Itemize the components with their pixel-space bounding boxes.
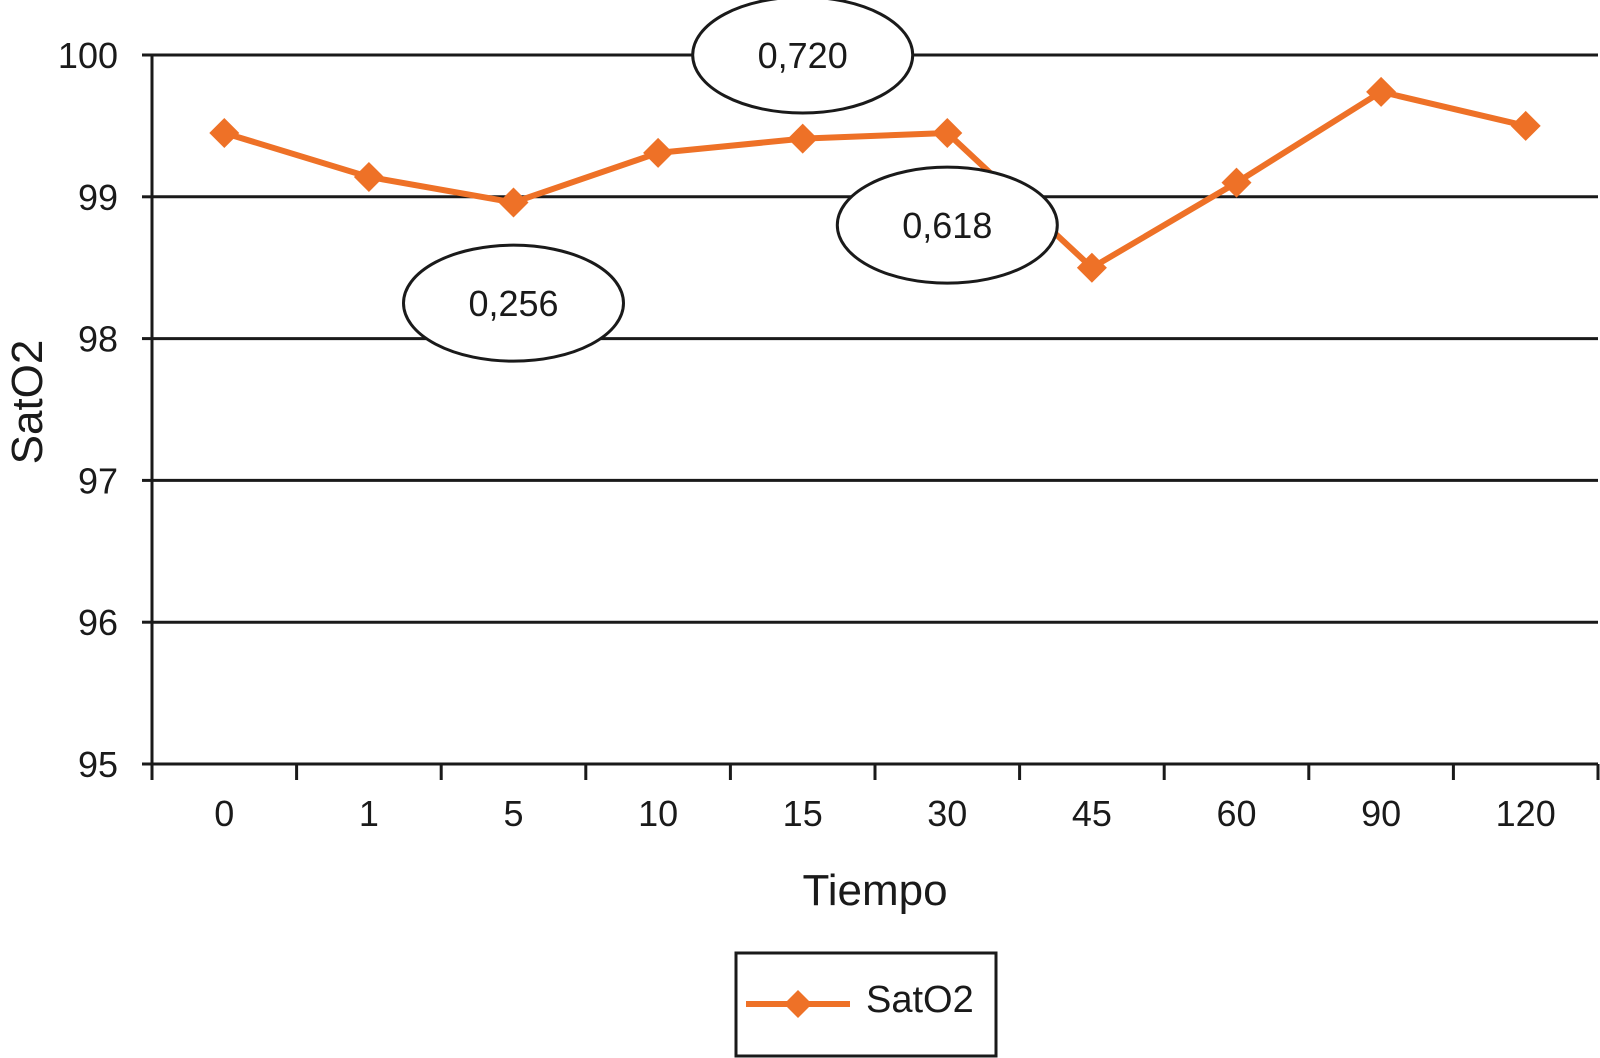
series-satO2	[209, 76, 1541, 283]
x-tick-label: 5	[503, 793, 523, 834]
y-tick-label: 100	[58, 35, 118, 76]
x-tick-label: 0	[214, 793, 234, 834]
data-point	[643, 137, 674, 168]
x-tick-label: 60	[1216, 793, 1256, 834]
data-point	[1221, 167, 1252, 198]
data-point	[498, 187, 529, 218]
axes	[142, 53, 1600, 780]
x-axis-label: Tiempo	[802, 866, 947, 915]
x-tick-label: 1	[359, 793, 379, 834]
y-tick-label: 95	[78, 744, 118, 785]
data-point	[787, 123, 818, 154]
y-tick-label: 97	[78, 460, 118, 501]
legend: SatO2	[734, 951, 998, 1058]
y-tick-label: 99	[78, 177, 118, 218]
data-point	[1510, 110, 1541, 141]
annotation-label: 0,256	[468, 283, 558, 324]
x-tick-labels: 0 1 5 10 15 30 45 60 90 120	[214, 793, 1555, 834]
annotation-ellipse	[691, 0, 915, 115]
data-point	[932, 117, 963, 148]
annotations: 0,720 0,618 0,256	[402, 0, 1059, 363]
annotation-ellipse	[835, 165, 1059, 285]
annotation-callout: 0,256	[402, 243, 625, 363]
data-point	[353, 161, 384, 192]
x-tick-label: 15	[783, 793, 823, 834]
x-tick-label: 10	[638, 793, 678, 834]
legend-label: SatO2	[866, 979, 974, 1021]
annotation-ellipse	[402, 243, 625, 363]
gridlines	[152, 53, 1598, 624]
y-tick-label: 96	[78, 602, 118, 643]
annotation-label: 0,618	[902, 205, 992, 246]
y-axis-label: SatO2	[3, 340, 52, 465]
x-tick-label: 45	[1072, 793, 1112, 834]
annotation-callout: 0,720	[691, 0, 915, 115]
data-point	[1076, 252, 1107, 283]
annotation-label: 0,720	[758, 35, 848, 76]
series-line	[223, 88, 1527, 271]
legend-marker	[784, 990, 812, 1018]
x-tick-label: 120	[1496, 793, 1556, 834]
annotation-callout: 0,618	[835, 165, 1059, 285]
x-tick-label: 90	[1361, 793, 1401, 834]
x-tick-label: 30	[927, 793, 967, 834]
y-tick-labels: 95 96 97 98 99 100	[58, 35, 118, 785]
data-point	[209, 117, 240, 148]
data-point	[1366, 76, 1397, 107]
y-tick-label: 98	[78, 319, 118, 360]
